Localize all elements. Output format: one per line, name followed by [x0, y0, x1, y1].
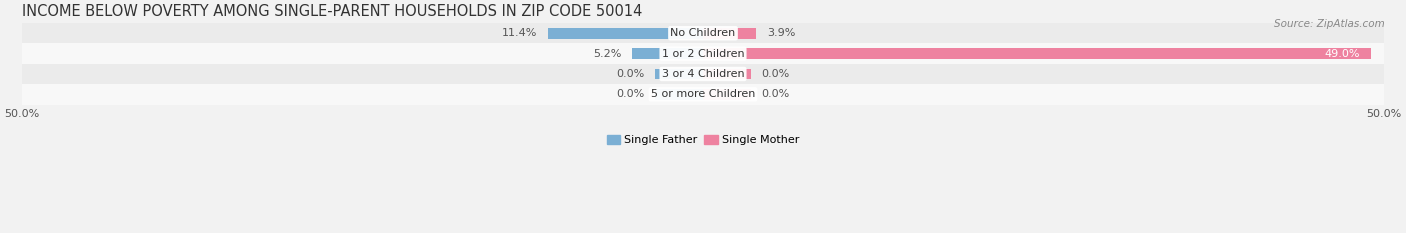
Bar	[703, 89, 751, 100]
Text: INCOME BELOW POVERTY AMONG SINGLE-PARENT HOUSEHOLDS IN ZIP CODE 50014: INCOME BELOW POVERTY AMONG SINGLE-PARENT…	[21, 4, 643, 19]
Bar	[21, 44, 1385, 64]
Bar	[633, 48, 703, 59]
Bar	[655, 69, 703, 79]
Text: 0.0%: 0.0%	[616, 89, 644, 99]
Text: 49.0%: 49.0%	[1324, 49, 1360, 59]
Bar	[21, 84, 1385, 105]
Text: 3 or 4 Children: 3 or 4 Children	[662, 69, 744, 79]
Text: 11.4%: 11.4%	[502, 28, 537, 38]
Legend: Single Father, Single Mother: Single Father, Single Mother	[602, 130, 804, 149]
Bar	[21, 64, 1385, 84]
Text: 1 or 2 Children: 1 or 2 Children	[662, 49, 744, 59]
Bar	[703, 69, 751, 79]
Text: 3.9%: 3.9%	[768, 28, 796, 38]
Text: Source: ZipAtlas.com: Source: ZipAtlas.com	[1274, 19, 1385, 29]
Bar	[548, 28, 703, 39]
Text: 0.0%: 0.0%	[762, 69, 790, 79]
Text: 5 or more Children: 5 or more Children	[651, 89, 755, 99]
Bar	[655, 89, 703, 100]
Bar	[703, 48, 1371, 59]
Text: No Children: No Children	[671, 28, 735, 38]
Text: 0.0%: 0.0%	[762, 89, 790, 99]
Text: 0.0%: 0.0%	[616, 69, 644, 79]
Bar	[21, 23, 1385, 44]
Text: 5.2%: 5.2%	[593, 49, 621, 59]
Bar	[703, 28, 756, 39]
